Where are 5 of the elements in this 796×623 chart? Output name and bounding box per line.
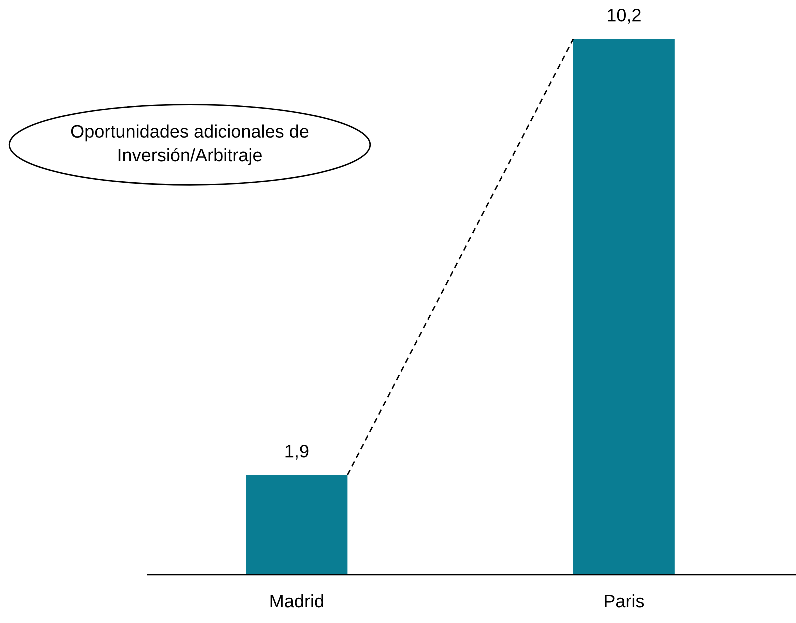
data-label: 10,2 (608, 9, 641, 24)
x-tick-label: Madrid (270, 594, 324, 608)
annotation: Oportunidades adicionales de Inversión/Arbitraje (71, 124, 309, 166)
x-tick-label: Paris (605, 594, 644, 608)
data-label: 1,9 (286, 444, 309, 460)
